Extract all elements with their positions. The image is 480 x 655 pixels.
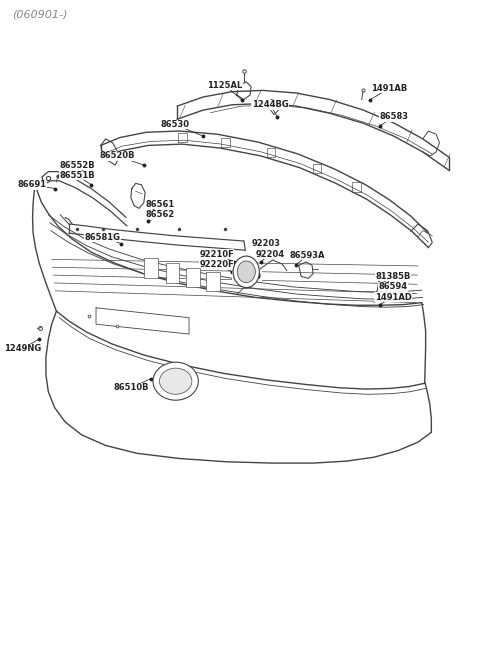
Text: 86594: 86594: [379, 282, 408, 291]
Ellipse shape: [153, 362, 198, 400]
Text: 86510B: 86510B: [113, 383, 149, 392]
Text: 86551B: 86551B: [59, 171, 95, 180]
Text: 86691: 86691: [17, 180, 46, 189]
Text: 86581G: 86581G: [84, 233, 120, 242]
Text: 86562: 86562: [146, 210, 175, 219]
Text: 86520B: 86520B: [100, 151, 135, 160]
Text: 1491AB: 1491AB: [371, 84, 408, 93]
Text: 86583: 86583: [380, 112, 408, 121]
Text: 92204: 92204: [255, 250, 285, 259]
Text: 81385B: 81385B: [375, 272, 411, 281]
Text: 86552B: 86552B: [59, 160, 95, 170]
Text: 92210F: 92210F: [199, 250, 234, 259]
Text: 92203: 92203: [252, 239, 281, 248]
Text: 86530: 86530: [160, 120, 189, 129]
Text: (060901-): (060901-): [12, 10, 68, 20]
Text: 92220F: 92220F: [199, 260, 234, 269]
Bar: [166, 263, 179, 283]
Bar: [206, 272, 219, 291]
Text: 86593A: 86593A: [289, 251, 325, 260]
Ellipse shape: [159, 368, 192, 394]
Bar: [144, 258, 157, 278]
Text: 1244BG: 1244BG: [252, 100, 288, 109]
Ellipse shape: [237, 261, 255, 283]
Ellipse shape: [233, 256, 259, 288]
Text: 1249NG: 1249NG: [4, 344, 42, 353]
Text: 92270: 92270: [233, 272, 262, 281]
Bar: [186, 268, 200, 288]
Text: 86561: 86561: [146, 200, 175, 209]
Text: 1491AD: 1491AD: [375, 293, 412, 302]
Text: 1125AL: 1125AL: [207, 81, 242, 90]
